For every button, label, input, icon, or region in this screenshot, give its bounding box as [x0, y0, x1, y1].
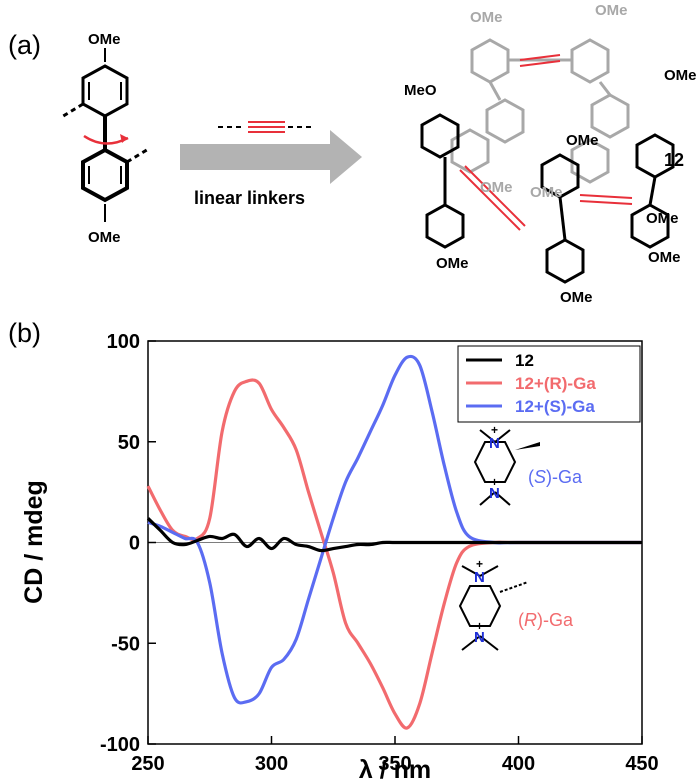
legend-label-12: 12 [515, 351, 534, 370]
r-ga-plus-top: + [476, 557, 483, 571]
x-axis-title: λ / nm [359, 756, 431, 780]
s-ga-plus-top: + [491, 423, 498, 437]
macrocycle-structure [420, 38, 675, 284]
s-ga-label: (S)-Ga [528, 467, 583, 487]
alkyne-linker-icon [218, 121, 315, 133]
r-ga-structure [458, 565, 529, 651]
macro-meo: MeO [404, 82, 437, 99]
arrow-label: linear linkers [194, 188, 305, 208]
s-ga-n-top: N [489, 435, 500, 452]
macro-ome-2: OMe [595, 2, 628, 19]
r-ga-label: (R)-Ga [518, 610, 574, 630]
r-ga-plus-bottom: + [476, 619, 483, 633]
panel-b-label: (b) [8, 318, 41, 348]
legend: 12 12+(R)-Ga 12+(S)-Ga [457, 345, 641, 423]
y-tick-label: -100 [100, 734, 140, 756]
y-tick-label: 0 [129, 533, 140, 555]
biphenyl-ome-top: OMe [88, 31, 121, 48]
reaction-arrow-icon [180, 130, 362, 184]
r-ga-n-top: N [474, 569, 485, 586]
series-line-0 [146, 517, 642, 553]
y-axis-title: CD / mdeg [20, 480, 48, 604]
legend-label-r: 12+(R)-Ga [515, 374, 596, 393]
s-ga-plus-bottom: + [491, 475, 498, 489]
macro-ome-5: OMe [480, 179, 513, 196]
panel-a-label: (a) [8, 30, 41, 60]
macro-ome-6: OMe [530, 184, 563, 201]
series-line-2 [147, 354, 642, 705]
macro-ome-8: OMe [648, 249, 681, 266]
macrocycle-label: 12 [664, 150, 684, 170]
rotation-arrowhead-icon [120, 134, 128, 143]
macro-ome-9: OMe [436, 255, 469, 272]
macro-ome-7: OMe [646, 210, 679, 227]
y-tick-label: 50 [118, 432, 140, 454]
macro-ome-3: OMe [664, 67, 697, 84]
x-tick-label: 400 [502, 753, 535, 775]
macro-ome-10: OMe [560, 289, 593, 306]
series-line-1 [146, 378, 642, 730]
cd-chart: 250 300 350 400 450 -100 -50 0 50 100 CD / mdeg λ… [20, 331, 659, 780]
y-tick-label: -50 [111, 633, 140, 655]
biphenyl-ome-bottom: OMe [88, 229, 121, 246]
x-tick-label: 250 [131, 753, 164, 775]
r-ga-n-bottom: N [474, 629, 485, 646]
x-tick-label: 350 [378, 753, 411, 775]
x-tick-label: 450 [625, 753, 658, 775]
panel-a-scheme: OMe OMe linear linkers [59, 2, 697, 306]
macro-ome-1: OMe [470, 9, 503, 26]
macro-ome-4: OMe [566, 132, 599, 149]
s-ga-structure [473, 429, 540, 506]
y-tick-label: 100 [107, 331, 140, 353]
x-tick-label: 300 [255, 753, 288, 775]
legend-label-s: 12+(S)-Ga [515, 397, 595, 416]
biphenyl-structure [59, 48, 151, 222]
s-ga-n-bottom: N [489, 485, 500, 502]
